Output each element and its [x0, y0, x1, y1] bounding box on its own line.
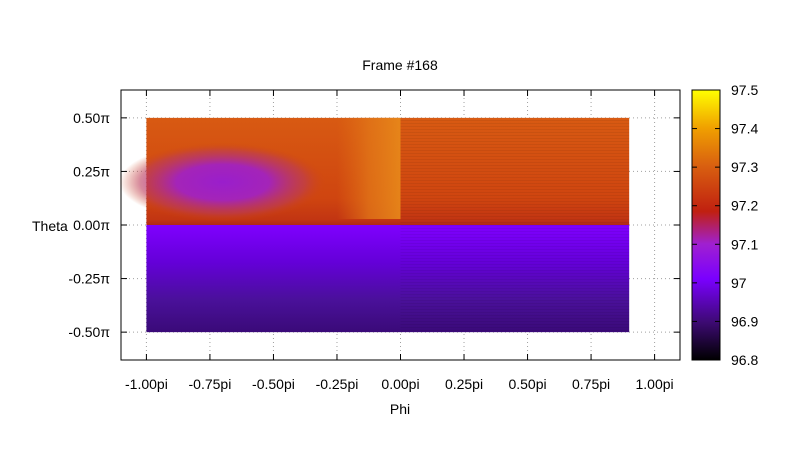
heatmap-texture — [400, 117, 630, 333]
chart-title: Frame #168 — [362, 57, 438, 73]
colorbar — [691, 89, 721, 361]
y-tick-label: 0.50π — [73, 110, 110, 126]
x-tick-label: -0.75pi — [189, 376, 232, 392]
y-tick-label: 0.25π — [73, 163, 110, 179]
x-axis-ticks: -1.00pi -0.75pi -0.50pi -0.25pi 0.00pi 0.25pi… — [125, 90, 674, 392]
y-tick-label: 0.00π — [73, 217, 110, 233]
colorbar-tick-label: 96.9 — [731, 313, 758, 329]
colorbar-tick-label: 97.4 — [731, 121, 758, 137]
upper-bright-strip — [336, 117, 401, 219]
colorbar-tick-label: 96.8 — [731, 352, 758, 368]
colorbar-ticks: 97.5 97.4 97.3 97.2 97.1 97 96.9 96.8 — [692, 82, 758, 368]
x-tick-label: 0.25pi — [445, 376, 483, 392]
x-tick-label: -0.25pi — [316, 376, 359, 392]
colorbar-tick-label: 97.3 — [731, 159, 758, 175]
heatmap-field — [119, 117, 630, 333]
x-tick-label: 0.00pi — [381, 376, 419, 392]
x-tick-label: -1.00pi — [125, 376, 168, 392]
y-tick-label: -0.50π — [68, 324, 110, 340]
x-tick-label: 0.50pi — [508, 376, 546, 392]
y-axis-label: Theta — [32, 218, 68, 234]
y-axis-ticks: 0.50π 0.25π 0.00π -0.25π -0.50π — [68, 110, 680, 340]
x-tick-label: 1.00pi — [636, 376, 674, 392]
upper-low-spot — [119, 142, 326, 222]
y-tick-label: -0.25π — [68, 271, 110, 287]
colorbar-tick-label: 97.2 — [731, 198, 758, 214]
colorbar-tick-label: 97 — [731, 275, 747, 291]
colorbar-tick-label: 97.5 — [731, 82, 758, 98]
colorbar-tick-label: 97.1 — [731, 236, 758, 252]
x-axis-label: Phi — [390, 401, 410, 417]
x-tick-label: 0.75pi — [572, 376, 610, 392]
x-tick-label: -0.50pi — [252, 376, 295, 392]
